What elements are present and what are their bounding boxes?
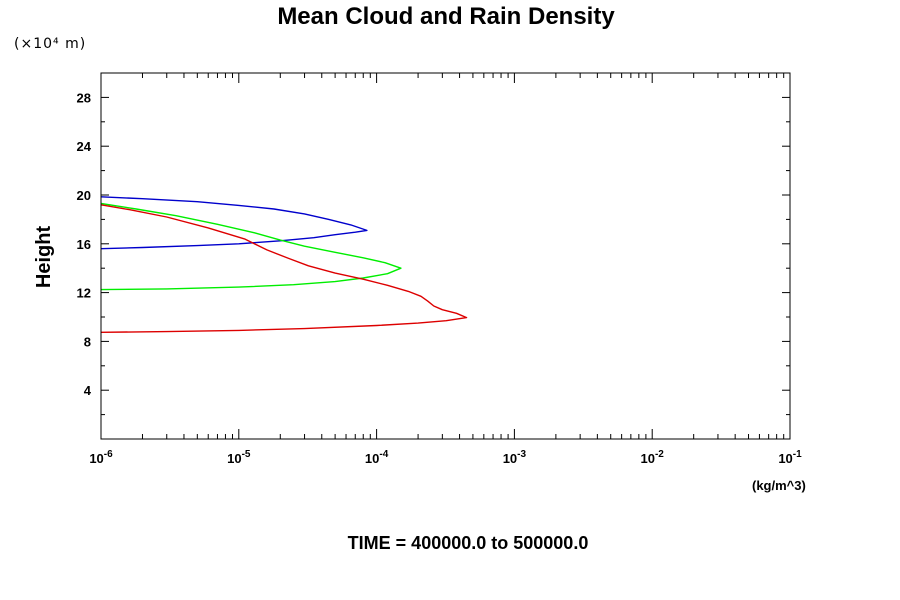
x-tick-label: 10-2 [641, 449, 665, 466]
y-tick-label: 4 [84, 383, 92, 398]
y-tick-label: 16 [77, 237, 91, 252]
time-range-label: TIME = 400000.0 to 500000.0 [348, 533, 589, 553]
y-tick-label: 8 [84, 334, 91, 349]
y-axis-label: Height [33, 226, 55, 289]
x-tick-label: 10-3 [503, 449, 527, 466]
plot-area [100, 196, 468, 333]
chart-title: Mean Cloud and Rain Density [277, 3, 615, 30]
x-tick-label: 10-1 [778, 449, 802, 466]
series-line-2 [100, 202, 402, 291]
x-tick-label: 10-4 [365, 449, 389, 466]
x-tick-label: 10-6 [89, 449, 113, 466]
y-tick-label: 12 [77, 286, 91, 301]
plot-frame [100, 72, 791, 440]
y-tick-label: 28 [77, 90, 91, 105]
y-scale-note: (×10⁴ m) [14, 36, 86, 52]
x-unit-label: (kg/m^3) [752, 478, 806, 493]
axis-ticks: 4 8 12 16 20 24 28 10-6 10-5 10-4 10-3 10-2 10-1 [77, 73, 802, 466]
series-line-1 [100, 196, 368, 250]
series-line-3 [100, 204, 468, 333]
y-tick-label: 20 [77, 188, 91, 203]
x-tick-label: 10-5 [227, 449, 251, 466]
y-tick-label: 24 [77, 139, 92, 154]
